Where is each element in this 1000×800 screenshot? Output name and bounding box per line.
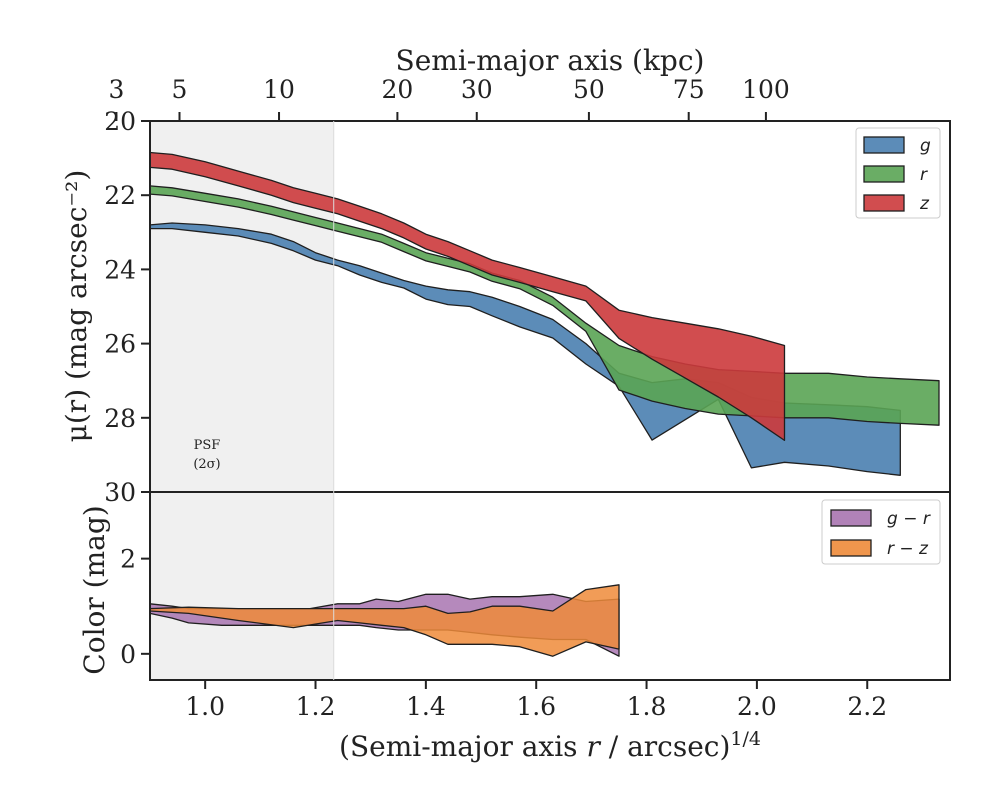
legend-swatch — [830, 539, 872, 557]
psf-label-line1: PSF — [194, 438, 221, 453]
x-tick-label: 1.0 — [185, 692, 225, 721]
sb-series-group — [149, 151, 940, 476]
color-y-ticks: 02 — [120, 545, 150, 669]
x-tick-label: 1.4 — [406, 692, 446, 721]
color-y-tick-0: 0 — [120, 640, 136, 669]
x-tick-label: 2.0 — [737, 692, 777, 721]
sb-y-tick-30: 30 — [104, 478, 136, 507]
band-r — [149, 185, 940, 426]
legend-swatch — [863, 165, 905, 183]
x-tick-label: 1.2 — [296, 692, 336, 721]
psf-shade-bottom — [150, 492, 334, 680]
sb-legend: grz — [855, 127, 941, 219]
x-tick-label: 1.8 — [627, 692, 667, 721]
sb-y-tick-20: 20 — [104, 107, 136, 136]
sb-y-tick-28: 28 — [104, 404, 136, 433]
color-y-axis-label: Color (mag) — [78, 505, 111, 674]
bottom-x-axis-label: (Semi-major axis r / arcsec)1/4 — [339, 728, 761, 763]
legend-swatch — [830, 509, 872, 527]
top-tick-label: 3 — [108, 75, 124, 104]
color-legend: g − r r − z — [821, 499, 941, 565]
x-tick-label: 1.6 — [516, 692, 556, 721]
sb-y-tick-26: 26 — [104, 330, 136, 359]
top-x-ticks: 3 5 10 20 30 50 75 100 — [108, 75, 790, 121]
top-tick-label: 100 — [742, 75, 790, 104]
band-color-1 — [149, 584, 620, 657]
top-tick-label: 20 — [381, 75, 413, 104]
legend-label: r − z — [887, 539, 929, 559]
top-tick-label: 75 — [673, 75, 705, 104]
top-tick-label: 10 — [263, 75, 295, 104]
top-tick-label: 30 — [461, 75, 493, 104]
color-panel: 02 1.0 1.2 1.4 1.6 1.8 2.0 2.2 Color (mag) (Se… — [78, 491, 951, 763]
sb-y-tick-22: 22 — [104, 181, 136, 210]
color-series-group — [149, 584, 620, 657]
band-z — [149, 151, 786, 442]
surface-brightness-panel: 20 22 24 26 28 30 3 5 10 20 30 50 75 100 Semi-major … — [60, 44, 951, 507]
legend-label: r — [920, 165, 928, 185]
top-x-axis-label: Semi-major axis (kpc) — [396, 44, 705, 77]
sb-y-tick-24: 24 — [104, 255, 136, 284]
sb-y-axis-label: μ(r) (mag arcsec⁻²) — [60, 170, 93, 443]
band-g — [149, 222, 901, 476]
bottom-panel-frame — [149, 491, 951, 681]
psf-label-line2: (2σ) — [193, 457, 220, 472]
top-tick-label: 50 — [573, 75, 605, 104]
legend-swatch — [863, 194, 905, 212]
x-tick-label: 2.2 — [847, 692, 887, 721]
legend-label: z — [919, 194, 930, 214]
legend-label: g − r — [887, 509, 931, 529]
legend-label: g — [920, 136, 931, 156]
color-y-tick-2: 2 — [120, 545, 136, 574]
legend-swatch — [863, 136, 905, 154]
bottom-x-ticks: 1.0 1.2 1.4 1.6 1.8 2.0 2.2 — [185, 680, 887, 721]
top-tick-label: 5 — [172, 75, 188, 104]
sb-y-ticks: 20 22 24 26 28 30 — [104, 107, 150, 507]
